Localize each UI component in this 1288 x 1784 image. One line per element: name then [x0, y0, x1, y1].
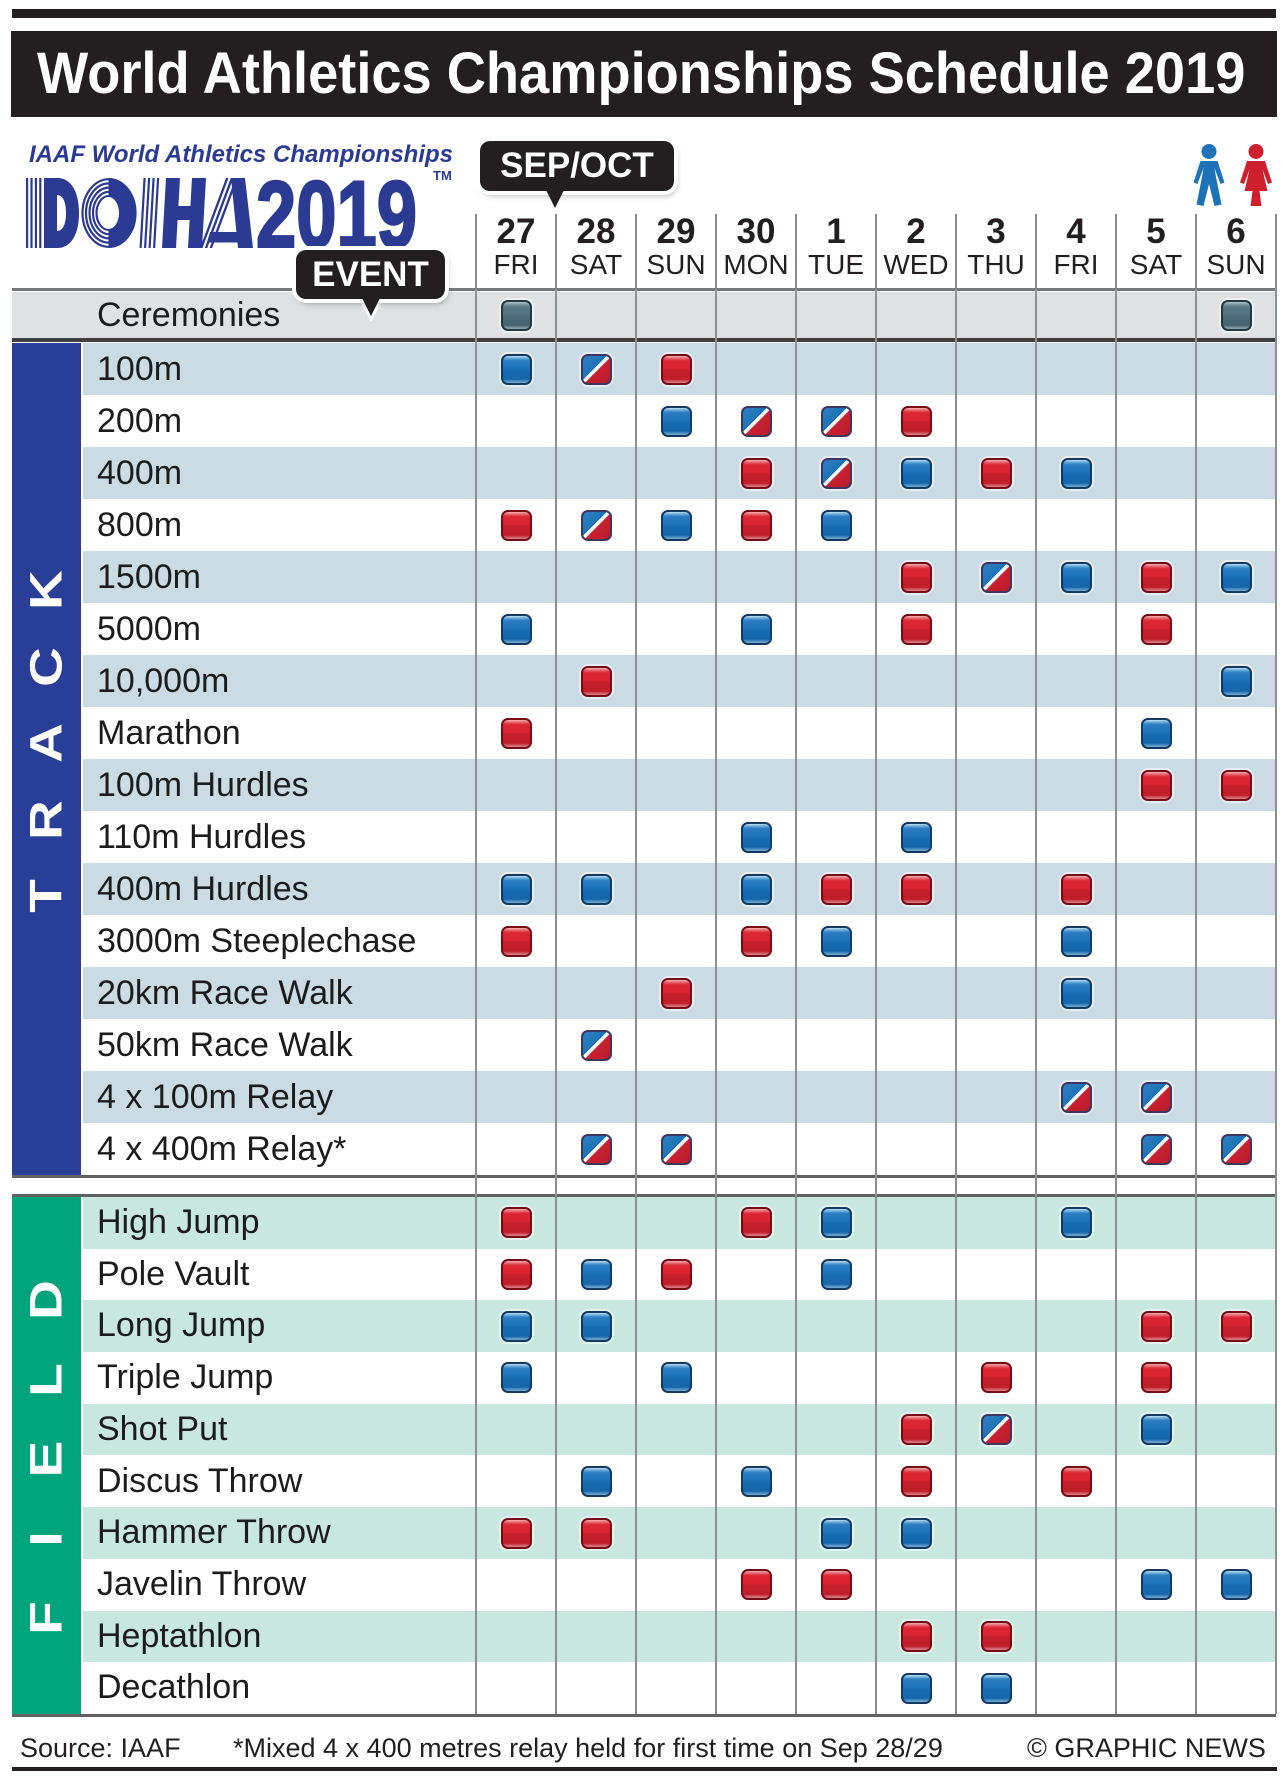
svg-text:2019: 2019: [256, 178, 417, 248]
